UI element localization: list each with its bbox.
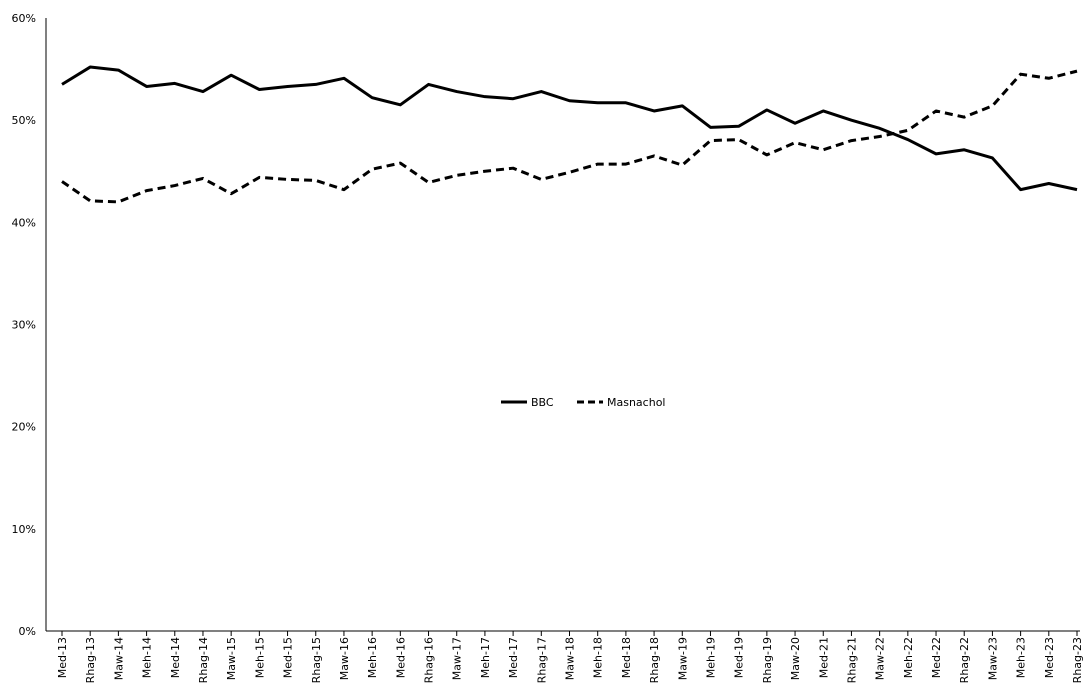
x-tick-label: Rhag-17 xyxy=(535,637,548,683)
x-tick-label: Rhag-21 xyxy=(845,637,858,683)
x-tick-label: Rhag-23 xyxy=(1071,637,1083,683)
y-tick-label: 0% xyxy=(19,625,36,638)
x-tick-label: Med-13 xyxy=(56,637,69,678)
x-tick-label: Maw-20 xyxy=(789,637,802,680)
y-tick-label: 10% xyxy=(12,523,36,536)
x-axis: Med-13 Rhag-13 Maw-14 Meh-14 Med-14 Rhag-14 Ma… xyxy=(46,630,1083,683)
x-tick-label: Rhag-22 xyxy=(958,637,971,683)
x-tick-label: Meh-23 xyxy=(1015,637,1028,678)
x-tick-label: Meh-15 xyxy=(253,637,266,678)
x-tick-label: Med-18 xyxy=(620,637,633,678)
x-tick-label: Meh-22 xyxy=(902,637,915,678)
series-layer xyxy=(61,65,1078,204)
x-tick-label: Med-21 xyxy=(817,637,830,678)
x-tick-label: Maw-23 xyxy=(986,637,999,680)
x-tick-label: Rhag-16 xyxy=(423,637,436,683)
x-tick-label: Maw-19 xyxy=(676,637,689,680)
x-tick-label: Med-15 xyxy=(282,637,295,678)
y-tick-label: 40% xyxy=(12,216,36,229)
x-tick-label: Rhag-18 xyxy=(648,637,661,683)
x-tick-label: Med-23 xyxy=(1043,637,1056,678)
x-tick-label: Maw-17 xyxy=(451,637,464,680)
y-tick-label: 50% xyxy=(12,114,36,127)
x-tick-label: Meh-16 xyxy=(366,637,379,678)
x-tick-label: Meh-18 xyxy=(592,637,605,678)
y-tick-label: 30% xyxy=(12,319,36,332)
x-tick-label: Med-14 xyxy=(169,637,182,678)
x-tick-label: Med-22 xyxy=(930,637,943,678)
x-tick-label: Maw-15 xyxy=(225,637,238,680)
x-tick-label: Rhag-15 xyxy=(310,637,323,683)
y-tick-label: 60% xyxy=(12,12,36,25)
legend-label-bbc: BBC xyxy=(531,396,554,409)
series-line-masnachol xyxy=(61,69,1078,204)
legend: BBC Masnachol xyxy=(501,396,665,409)
x-tick-label: Maw-18 xyxy=(564,637,577,680)
series-line-bbc xyxy=(61,65,1078,192)
x-tick-label: Meh-19 xyxy=(704,637,717,678)
x-tick-label: Maw-14 xyxy=(112,637,125,680)
x-tick-label: Meh-17 xyxy=(479,637,492,678)
x-tick-label: Rhag-14 xyxy=(197,637,210,683)
y-axis: 0% 10% 20% 30% 40% 50% 60% xyxy=(12,12,47,638)
x-tick-label: Med-17 xyxy=(507,637,520,678)
x-tick-label: Rhag-19 xyxy=(761,637,774,683)
x-tick-label: Rhag-13 xyxy=(84,637,97,683)
y-tick-label: 20% xyxy=(12,421,36,434)
x-tick-label: Med-19 xyxy=(733,637,746,678)
legend-label-masnachol: Masnachol xyxy=(607,396,665,409)
x-tick-label: Meh-14 xyxy=(141,637,154,678)
x-tick-label: Med-16 xyxy=(394,637,407,678)
x-tick-label: Maw-22 xyxy=(874,637,887,680)
x-tick-label: Maw-16 xyxy=(338,637,351,680)
